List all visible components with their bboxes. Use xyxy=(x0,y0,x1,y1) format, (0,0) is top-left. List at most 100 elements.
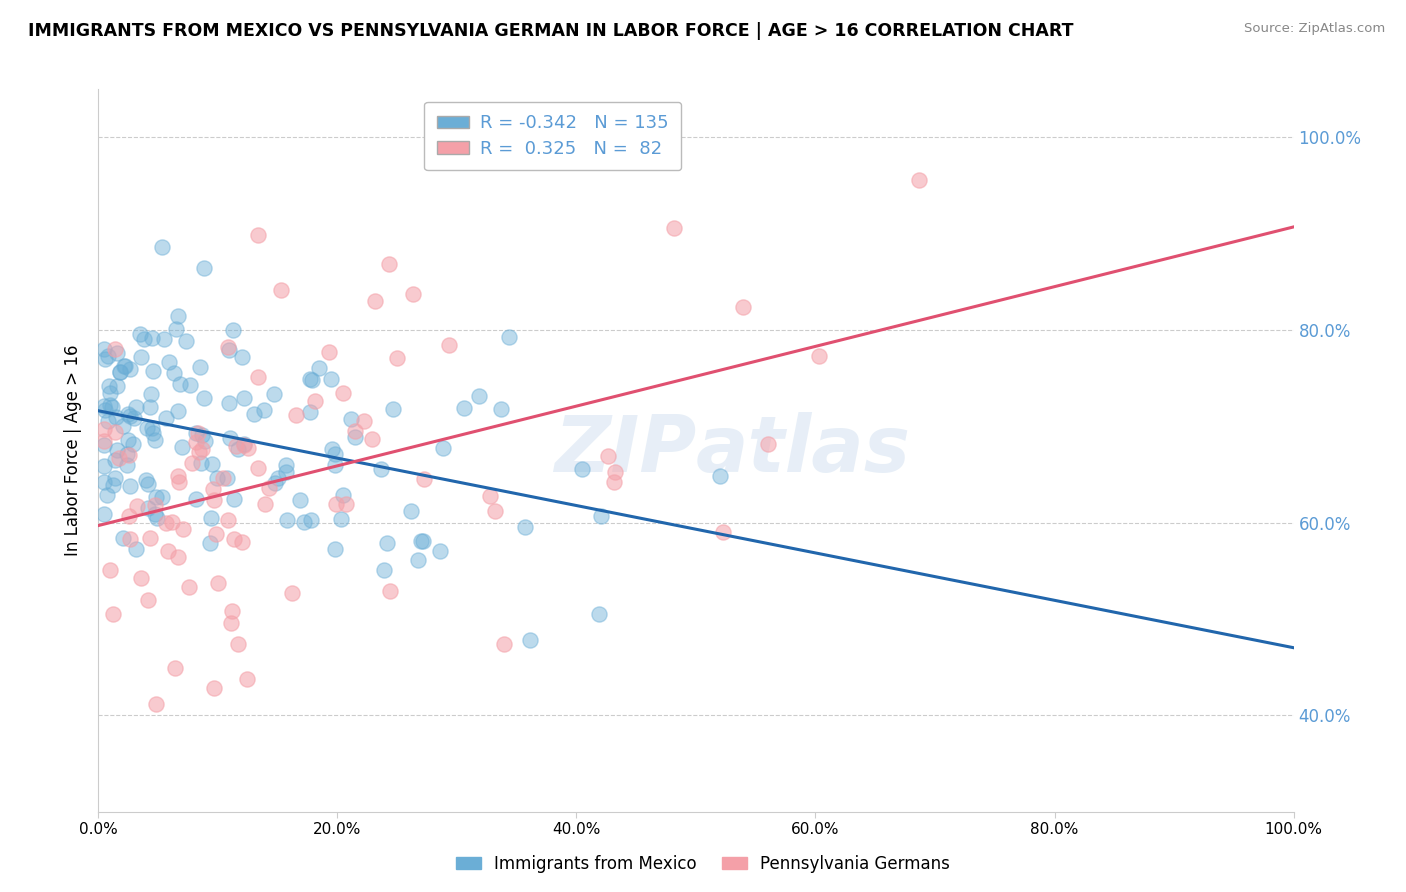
Point xyxy=(120,479,142,493)
Point xyxy=(429,543,451,558)
Point xyxy=(188,360,211,375)
Point xyxy=(200,511,222,525)
Point xyxy=(146,510,169,524)
Text: ZIP: ZIP xyxy=(554,412,696,489)
Point xyxy=(402,287,425,301)
Point xyxy=(589,509,612,524)
Point xyxy=(115,458,138,472)
Point xyxy=(323,447,346,461)
Point xyxy=(360,432,382,446)
Point xyxy=(225,439,247,453)
Point xyxy=(186,435,208,450)
Point xyxy=(756,436,779,450)
Point xyxy=(343,425,366,439)
Point xyxy=(453,401,475,415)
Point xyxy=(128,327,150,342)
Point xyxy=(100,401,122,415)
Point xyxy=(264,476,287,491)
Point xyxy=(111,419,134,434)
Point xyxy=(221,603,243,617)
Point xyxy=(231,535,253,549)
Point xyxy=(141,331,163,345)
Point xyxy=(132,332,155,346)
Text: atlas: atlas xyxy=(696,412,911,489)
Point xyxy=(169,475,191,489)
Point xyxy=(143,499,166,513)
Point xyxy=(353,414,375,428)
Point xyxy=(253,497,276,511)
Point xyxy=(174,334,197,349)
Point xyxy=(605,466,627,480)
Point xyxy=(274,458,297,472)
Point xyxy=(301,373,323,387)
Point xyxy=(571,462,593,476)
Point xyxy=(263,387,285,401)
Point xyxy=(156,544,179,558)
Point xyxy=(150,490,173,504)
Point xyxy=(498,329,520,343)
Point xyxy=(93,399,115,413)
Point xyxy=(166,550,188,565)
Point xyxy=(186,491,208,506)
Point xyxy=(170,440,193,454)
Point xyxy=(139,531,162,545)
Point xyxy=(340,412,363,426)
Point xyxy=(308,360,330,375)
Point xyxy=(270,283,292,297)
Point xyxy=(224,491,246,506)
Point xyxy=(93,422,115,436)
Point xyxy=(232,437,254,451)
Point xyxy=(280,586,302,600)
Point xyxy=(332,488,354,502)
Point xyxy=(155,516,177,530)
Point xyxy=(93,343,115,357)
Point xyxy=(202,483,225,497)
Point xyxy=(136,421,159,435)
Point xyxy=(98,378,121,392)
Point xyxy=(321,442,343,457)
Point xyxy=(98,563,121,577)
Point xyxy=(276,513,298,527)
Point xyxy=(145,697,167,711)
Point xyxy=(136,593,159,607)
Point xyxy=(135,473,157,487)
Point xyxy=(139,400,162,414)
Point xyxy=(150,240,173,254)
Point xyxy=(236,672,259,686)
Point xyxy=(432,442,454,456)
Point xyxy=(205,470,228,484)
Point xyxy=(129,571,152,585)
Text: IMMIGRANTS FROM MEXICO VS PENNSYLVANIA GERMAN IN LABOR FORCE | AGE > 16 CORRELAT: IMMIGRANTS FROM MEXICO VS PENNSYLVANIA G… xyxy=(28,22,1074,40)
Point xyxy=(190,456,212,470)
Point xyxy=(187,426,209,441)
Point xyxy=(104,342,127,356)
Point xyxy=(385,351,408,366)
Point xyxy=(125,400,148,414)
Point xyxy=(93,438,115,452)
Point xyxy=(165,661,187,675)
Point xyxy=(104,471,127,485)
Point xyxy=(112,359,135,373)
Point xyxy=(141,420,163,434)
Point xyxy=(97,349,120,363)
Point xyxy=(478,489,501,503)
Point xyxy=(494,638,516,652)
Point xyxy=(253,402,276,417)
Point xyxy=(98,398,121,412)
Point xyxy=(513,520,536,534)
Point xyxy=(94,402,117,417)
Point xyxy=(93,508,115,522)
Point xyxy=(378,257,401,271)
Point xyxy=(184,425,207,440)
Point xyxy=(733,300,755,314)
Point xyxy=(93,434,115,449)
Point xyxy=(588,607,610,621)
Point xyxy=(131,351,153,365)
Point xyxy=(290,492,312,507)
Point xyxy=(266,471,288,485)
Point xyxy=(155,411,177,425)
Point xyxy=(105,379,128,393)
Point xyxy=(218,343,240,357)
Point xyxy=(603,475,626,489)
Point xyxy=(111,532,134,546)
